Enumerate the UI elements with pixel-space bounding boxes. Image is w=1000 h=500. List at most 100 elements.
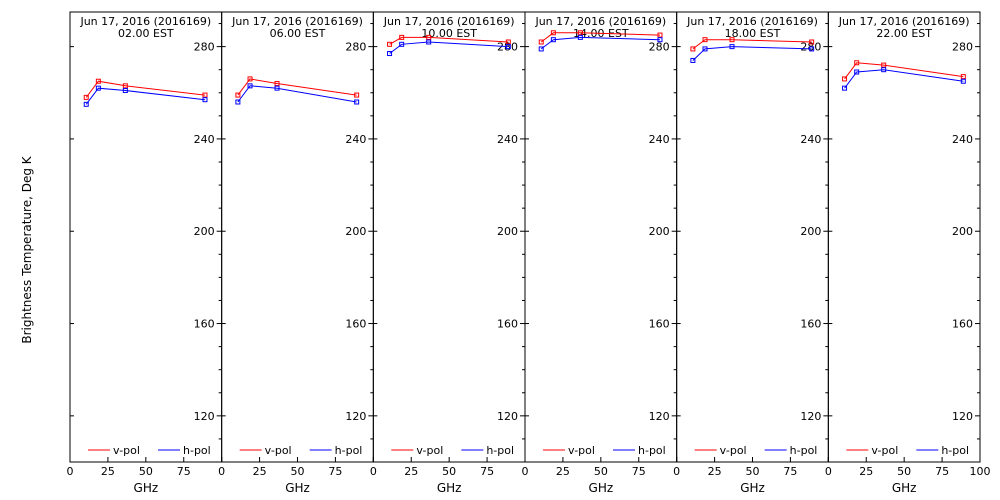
legend-label-h-pol: h-pol (183, 444, 211, 457)
x-tick-label: 25 (859, 465, 873, 478)
panel-6: Jun 17, 2016 (2016169)22.00 EST 120 160 200… (825, 11, 991, 495)
panel-3: Jun 17, 2016 (2016169)10.00 EST 120 160 200… (370, 11, 526, 495)
x-tick-label: 25 (708, 465, 722, 478)
data-point-h-pol (83, 101, 89, 107)
panels: Jun 17, 2016 (2016169)02.00 EST120160200… (67, 11, 991, 495)
data-point-h-pol (235, 99, 241, 105)
series-line-v-pol (540, 32, 661, 43)
y-tick-label: 120 (800, 410, 821, 423)
data-point-v-pol (122, 83, 128, 89)
data-point-v-pol (690, 46, 696, 52)
data-point-h-pol (247, 83, 253, 89)
series-line-h-pol (844, 69, 964, 89)
data-point-v-pol (729, 37, 735, 43)
series-line-h-pol (540, 36, 661, 50)
data-point-h-pol (95, 85, 101, 91)
panel-title: Jun 17, 2016 (2016169) (79, 15, 211, 28)
y-tick-label: 160 (345, 318, 366, 331)
legend-label-h-pol: h-pol (335, 444, 363, 457)
x-tick-label: 0 (67, 465, 74, 478)
data-point-h-pol (842, 85, 848, 91)
y-tick-label: 160 (497, 318, 518, 331)
x-tick-label: 75 (935, 465, 949, 478)
series-line-v-pol (692, 39, 812, 50)
x-tick-label: 50 (139, 465, 153, 478)
x-tick-label: 100 (970, 465, 991, 478)
panel-5: Jun 17, 2016 (2016169)18.00 EST 120 160 200… (673, 11, 829, 495)
series-line-h-pol (389, 41, 509, 54)
data-point-v-pol (550, 30, 556, 36)
x-tick-label: 75 (328, 465, 342, 478)
panel-title: Jun 17, 2016 (2016169) (231, 15, 363, 28)
panel-title: Jun 17, 2016 (2016169) (534, 15, 666, 28)
data-point-v-pol (235, 92, 241, 98)
panel-subtitle: 02.00 EST (118, 27, 174, 40)
panel-subtitle: 22.00 EST (876, 27, 932, 40)
series-line-h-pol (85, 87, 206, 105)
data-point-h-pol (274, 85, 280, 91)
data-point-v-pol (960, 74, 966, 80)
x-tick-label: 0 (370, 465, 377, 478)
y-tick-label: 200 (800, 225, 821, 238)
panel-1: Jun 17, 2016 (2016169)02.00 EST 120 160 200… (67, 11, 223, 495)
legend-label-v-pol: v-pol (113, 444, 140, 457)
x-tick-label: 75 (783, 465, 797, 478)
legend-label-h-pol: h-pol (790, 444, 818, 457)
x-tick-label: 25 (556, 465, 570, 478)
y-tick-label: 240 (800, 133, 821, 146)
x-tick-label: 50 (442, 465, 456, 478)
y-tick-label: 280 (952, 41, 973, 54)
data-point-h-pol (854, 69, 860, 75)
series-line-h-pol (237, 85, 357, 103)
y-tick-label: 120 (345, 410, 366, 423)
data-point-h-pol (538, 46, 544, 52)
data-point-v-pol (274, 81, 280, 87)
data-point-h-pol (577, 34, 583, 40)
y-tick-label: 160 (952, 318, 973, 331)
y-tick-label: 200 (194, 225, 215, 238)
y-tick-label: 160 (649, 318, 670, 331)
panel-title: Jun 17, 2016 (2016169) (838, 15, 970, 28)
series-line-h-pol (692, 46, 812, 61)
series-line-v-pol (389, 36, 509, 45)
data-point-h-pol (702, 46, 708, 52)
panel-subtitle: 18.00 EST (725, 27, 781, 40)
series-line-v-pol (844, 62, 964, 80)
x-tick-label: 25 (253, 465, 267, 478)
data-point-v-pol (577, 30, 583, 36)
x-tick-label: 25 (404, 465, 418, 478)
data-point-v-pol (83, 94, 89, 100)
y-tick-label: 120 (952, 410, 973, 423)
legend-label-h-pol: h-pol (486, 444, 514, 457)
y-tick-label: 200 (952, 225, 973, 238)
x-axis-label: GHz (285, 481, 310, 495)
data-point-h-pol (809, 46, 815, 52)
panel-subtitle: 06.00 EST (270, 27, 326, 40)
data-point-h-pol (202, 97, 208, 103)
y-tick-label: 280 (194, 41, 215, 54)
panel-title: Jun 17, 2016 (2016169) (383, 15, 515, 28)
x-tick-label: 0 (522, 465, 529, 478)
y-tick-label: 280 (497, 41, 518, 54)
y-tick-label: 280 (345, 41, 366, 54)
y-tick-label: 240 (497, 133, 518, 146)
x-tick-label: 75 (480, 465, 494, 478)
data-point-v-pol (702, 37, 708, 43)
x-tick-label: 0 (218, 465, 225, 478)
y-tick-label: 200 (649, 225, 670, 238)
x-tick-label: 50 (594, 465, 608, 478)
data-point-h-pol (399, 41, 405, 47)
x-tick-label: 0 (673, 465, 680, 478)
x-tick-label: 50 (291, 465, 305, 478)
panel-title: Jun 17, 2016 (2016169) (686, 15, 818, 28)
data-point-h-pol (729, 44, 735, 50)
y-tick-label: 160 (800, 318, 821, 331)
data-point-h-pol (881, 67, 887, 73)
data-point-h-pol (657, 37, 663, 43)
panel-2: Jun 17, 2016 (2016169)06.00 EST 120 160 200… (218, 11, 374, 495)
x-tick-label: 50 (897, 465, 911, 478)
x-tick-label: 75 (177, 465, 191, 478)
x-axis-label: GHz (134, 481, 159, 495)
